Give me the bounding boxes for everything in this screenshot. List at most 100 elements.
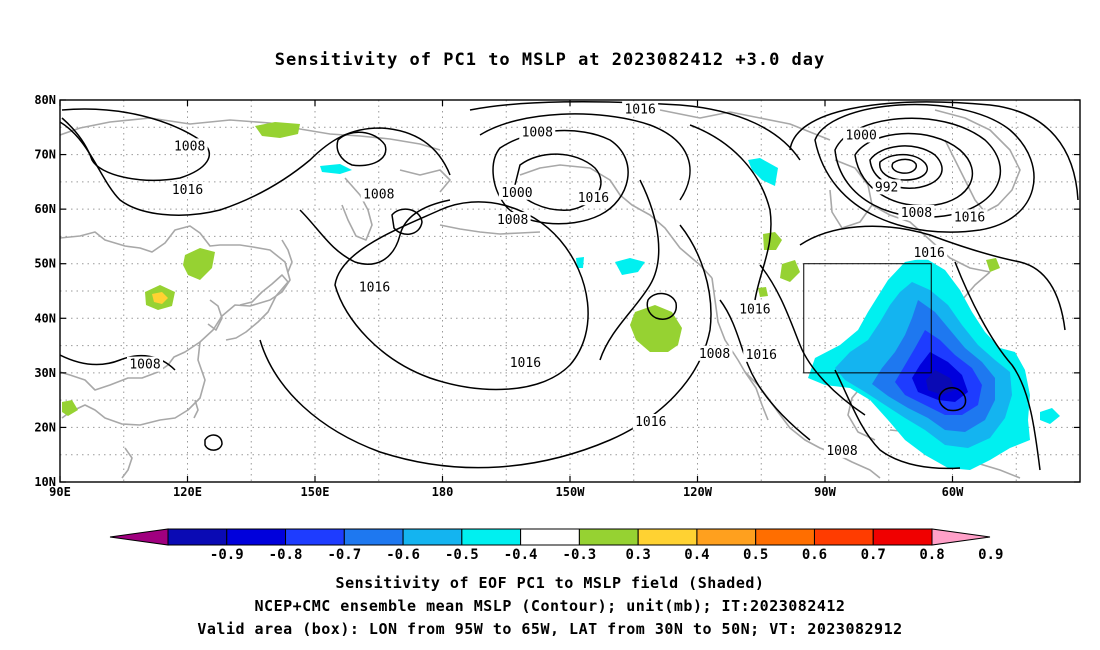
- contour-small-2: [336, 131, 387, 167]
- mslp-contours: [60, 100, 1079, 471]
- colorbar-label: 0.9: [978, 547, 1003, 563]
- colorbar-swatch: [167, 528, 228, 546]
- contour-label-bg: [696, 345, 733, 361]
- contour-1008-mid: [299, 199, 451, 265]
- lon-tick-label: 180: [432, 485, 454, 499]
- colorbar-swatch: [637, 528, 698, 546]
- lat-tick-label: 70N: [34, 148, 56, 162]
- contour-1016-w-pacific: [334, 201, 589, 391]
- contour-label: 1016: [954, 210, 985, 225]
- lat-tick-label: 20N: [34, 420, 56, 434]
- contour-small-1: [204, 434, 223, 451]
- coastline-greenland: [934, 109, 1021, 213]
- lon-tick-label: 150W: [556, 485, 586, 499]
- chart-title: Sensitivity of PC1 to MSLP at 2023082412…: [274, 50, 826, 70]
- contour-label-bg: [743, 346, 780, 362]
- contour-label: 1016: [359, 281, 390, 296]
- contour-label-bg: [824, 442, 860, 458]
- valid-area-box: [803, 263, 932, 374]
- contour-label: 1016: [172, 183, 203, 198]
- contour-label: 1016: [913, 246, 944, 261]
- contour-label-bg: [360, 186, 397, 202]
- colorbar-label: 0.3: [626, 547, 651, 563]
- contour-label: 1016: [746, 348, 777, 363]
- contour-label-bg: [519, 124, 556, 140]
- map-plot-area: 1008 1016 1008 1008 1016 1000 1008 1016 1016 1016…: [60, 100, 1080, 482]
- contour-low-carib: [938, 387, 967, 412]
- contour-low-greenland-2: [879, 153, 928, 181]
- contour-label-bg: [171, 138, 208, 154]
- contour-label: 1008: [826, 444, 857, 459]
- coastline-alaska: [519, 164, 713, 279]
- coastline-hudson-bay: [829, 159, 873, 229]
- lat-tick-label: 80N: [34, 93, 56, 107]
- contour-label-bg: [632, 413, 669, 429]
- contour-label: 1008: [174, 139, 205, 154]
- contour-1008-aleut: [492, 129, 629, 225]
- shade-green-nw: [763, 232, 782, 250]
- contour-low-center: [646, 292, 677, 320]
- contour-1016-atlantic: [799, 225, 1066, 331]
- contour-label-bg: [498, 184, 535, 200]
- contour-label-bg: [507, 355, 544, 371]
- lon-tick-label: 90E: [49, 485, 71, 499]
- colorbar-swatch: [755, 528, 815, 546]
- colorbar-label: -0.8: [269, 547, 303, 563]
- coastline-korea: [207, 299, 223, 331]
- contour-label: 1000: [845, 128, 876, 143]
- contour-labels: 1008 1016 1008 1008 1016 1000 1008 1016 1016 1016…: [127, 101, 988, 459]
- contour-1016-ne: [954, 261, 1041, 471]
- contour-low-greenland-3: [891, 158, 918, 174]
- colorbar-arrow-right: [931, 528, 991, 546]
- shade-green-arctic: [255, 122, 300, 138]
- lat-tick-label: 30N: [34, 366, 56, 380]
- shade-green-ne: [986, 258, 1000, 272]
- contour-label-bg: [843, 127, 880, 143]
- contour-label-bg: [872, 179, 901, 195]
- colorbar-label: 0.4: [684, 547, 709, 563]
- lat-tick-label: 10N: [34, 475, 56, 489]
- contour-label: 1008: [129, 358, 160, 373]
- contour-1000-gr: [834, 117, 1002, 218]
- contour-label-bg: [951, 209, 988, 225]
- contour-1016-arctic: [469, 100, 801, 161]
- colorbar-label: 0.8: [919, 547, 944, 563]
- colorbar-label: -0.6: [386, 547, 420, 563]
- contour-label: 1016: [624, 102, 655, 117]
- sensitivity-shading: [62, 122, 1060, 470]
- lat-tick-label: 60N: [34, 202, 56, 216]
- coastline-baja: [744, 371, 769, 421]
- contour-label: 992: [875, 180, 898, 195]
- contour-label-bg: [494, 212, 531, 228]
- colorbar-swatch: [226, 528, 287, 546]
- coastline-asia: [60, 225, 291, 391]
- colorbar-swatch: [813, 528, 874, 546]
- shade-green-tiny: [758, 287, 768, 297]
- caption-contour: NCEP+CMC ensemble mean MSLP (Contour); u…: [254, 597, 846, 615]
- contour-1016-ak: [689, 124, 772, 301]
- contour-label-bg: [575, 190, 612, 206]
- colorbar-label: -0.4: [504, 547, 538, 563]
- colorbar-swatch: [520, 528, 580, 546]
- colorbar-swatch: [461, 528, 522, 546]
- contour-1008-westcoast: [719, 299, 811, 441]
- contour-label: 1008: [901, 206, 932, 221]
- colorbar-label: 0.7: [861, 547, 886, 563]
- lon-tick-label: 120E: [173, 485, 202, 499]
- shade-cyan-arctic: [320, 164, 352, 174]
- lon-tick-label: 120W: [683, 485, 713, 499]
- colorbar-arrow-left: [109, 528, 169, 546]
- contour-label-bg: [356, 279, 393, 295]
- contour-1016-gr: [789, 101, 1079, 201]
- colorbar-swatch: [696, 528, 757, 546]
- shade-green-west: [62, 400, 78, 416]
- colorbar-swatch: [578, 528, 639, 546]
- contour-label: 1016: [578, 191, 609, 206]
- contour-label: 1016: [635, 415, 666, 430]
- lon-tick-label: 90W: [814, 485, 836, 499]
- contour-label-bg: [736, 301, 773, 317]
- shade-green-nw2: [780, 260, 800, 282]
- colorbar-swatch: [872, 528, 933, 546]
- contour-small-3: [391, 208, 423, 235]
- caption-shaded: Sensitivity of EOF PC1 to MSLP field (Sh…: [335, 574, 765, 592]
